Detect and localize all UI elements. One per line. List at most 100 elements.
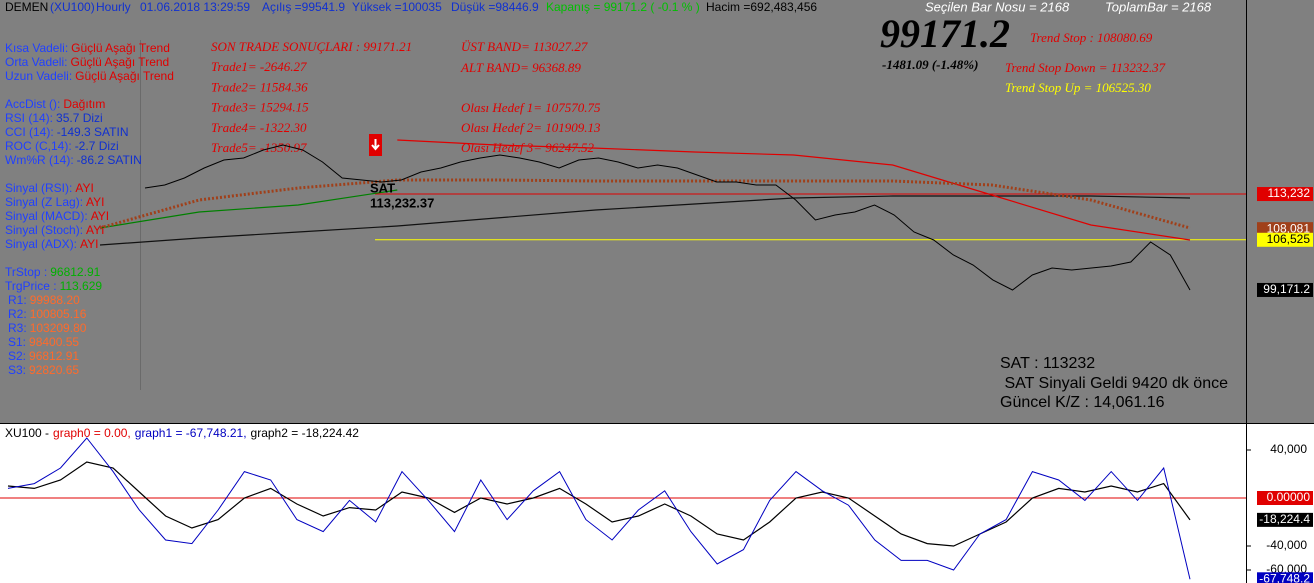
row-label: RSI (14):	[5, 111, 53, 125]
last-price: 99171.2	[880, 11, 1010, 56]
panel-row: S1: 98400.55	[8, 335, 79, 349]
panel-row: CCI (14): -149.3 SATIN	[5, 125, 129, 139]
trade-info: SON TRADE SONUÇLARI : 99171.21 Trade1= -2…	[211, 39, 601, 155]
header-item: Hacim =692,483,456	[706, 0, 817, 14]
row-value: 96812.91	[29, 349, 79, 363]
value-box	[1257, 490, 1313, 505]
oscillator-plot: XU100 - graph0 = 0.00, graph1 = -67,748.21…	[0, 426, 1313, 583]
black-ma	[99, 195, 1191, 246]
row-label: S1:	[8, 335, 26, 349]
row-value: 92820.65	[29, 363, 79, 377]
header-item: (XU100)	[50, 0, 95, 14]
panel-row: RSI (14): 35.7 Dizi	[5, 111, 103, 125]
summary-signal: SAT : 113232	[1000, 355, 1095, 372]
trade-result: SON TRADE SONUÇLARI : 99171.21	[211, 39, 412, 54]
row-label: Wm%R (14):	[5, 153, 74, 167]
trend-stop: Trend Stop : 108080.69	[1030, 30, 1153, 45]
band-target: Olası Hedef 3= 96247.52	[461, 140, 594, 155]
sell-arrow	[371, 139, 380, 151]
panel-row: R2: 100805.16	[8, 307, 87, 321]
trade-result: Trade3= 15294.15	[211, 100, 309, 115]
oscillator-panel	[0, 424, 1314, 583]
row-label: TrgPrice :	[5, 279, 57, 293]
price-label-box	[1257, 282, 1313, 297]
row-value: AYI	[91, 209, 109, 223]
row-value: 100805.16	[30, 307, 87, 321]
panel-row: Uzun Vadeli: Güçlü Aşağı Trend	[5, 69, 174, 83]
row-label: Sinyal (RSI):	[5, 181, 72, 195]
panel-row: Orta Vadeli: Güçlü Aşağı Trend	[5, 55, 169, 69]
band-target: ÜST BAND= 113027.27	[461, 39, 588, 54]
row-value: AYI	[86, 223, 104, 237]
value-box-label: -67,748.2	[1259, 571, 1310, 583]
panel-row: ROC (C,14): -2.7 Dizi	[5, 139, 119, 153]
header-item: Düşük =98446.9	[451, 0, 539, 14]
header-row: DEMEN (XU100) Hourly 01.06.2018 13:29:59 Açı…	[5, 0, 817, 14]
row-label: Sinyal (ADX):	[5, 237, 77, 251]
header-item: DEMEN	[5, 0, 48, 14]
signal-price: 113,232.37	[370, 195, 434, 210]
summary-pl: Güncel K/Z : 14,061.16	[1000, 394, 1165, 411]
row-label: S2:	[8, 349, 26, 363]
price-label-box	[1257, 232, 1313, 247]
value-box	[1257, 512, 1313, 527]
graph1-line	[7, 437, 1191, 580]
price-label: 106,525	[1267, 232, 1311, 246]
row-value: Güçlü Aşağı Trend	[75, 69, 174, 83]
trend-stop-up: Trend Stop Up = 106525.30	[1005, 80, 1151, 95]
price-label-box	[1257, 222, 1313, 237]
price-label-box	[1257, 187, 1313, 202]
summary-time: SAT Sinyali Geldi 9420 dk önce	[1000, 375, 1228, 392]
panel-row: R3: 103209.80	[8, 321, 87, 335]
graph2-line	[7, 461, 1191, 547]
oscillator-title: XU100 - graph0 = 0.00, graph1 = -67,748.21…	[5, 426, 359, 440]
row-value: AYI	[86, 195, 104, 209]
band-target: Olası Hedef 1= 107570.75	[461, 100, 601, 115]
panel-row: S3: 92820.65	[8, 363, 79, 377]
signal-label: SAT	[370, 180, 395, 195]
row-value: AYI	[80, 237, 98, 251]
row-value: -2.7 Dizi	[75, 139, 119, 153]
trend-stop-down: Trend Stop Down = 113232.37	[1005, 60, 1166, 75]
trade-result: Trade2= 11584.36	[211, 79, 308, 94]
row-label: TrStop :	[5, 265, 47, 279]
row-label: R3:	[8, 321, 27, 335]
panel-row: S2: 96812.91	[8, 349, 79, 363]
price-label: 108,081	[1267, 221, 1311, 235]
trade-result: Trade1= -2646.27	[211, 59, 307, 74]
header-item: Yüksek =100035	[352, 0, 442, 14]
panel-row: Wm%R (14): -86.2 SATIN	[5, 153, 142, 167]
panel-row: TrStop :96812.91	[5, 265, 101, 279]
row-value: 103209.80	[30, 321, 87, 335]
price-label: 99,171.2	[1263, 282, 1310, 296]
row-value: Dağıtım	[63, 97, 105, 111]
panel-row: Sinyal (RSI): AYI	[5, 181, 94, 195]
y-tick-label: 40,000	[1270, 442, 1307, 456]
row-label: ROC (C,14):	[5, 139, 72, 153]
price-panel	[0, 0, 1314, 423]
value-box	[1257, 572, 1313, 583]
price-label: 113,232	[1268, 186, 1311, 200]
row-value: AYI	[75, 181, 93, 195]
panel-row: Sinyal (Z Lag): AYI	[5, 195, 104, 209]
row-label: Sinyal (Z Lag):	[5, 195, 83, 209]
row-value: -149.3 SATIN	[57, 125, 129, 139]
header-item: Kapanış = 99171.2 ( -0.1 % )	[546, 0, 700, 14]
band-target: Olası Hedef 2= 101909.13	[461, 120, 601, 135]
band-target: ALT BAND= 96368.89	[460, 60, 581, 75]
header-item: 01.06.2018 13:29:59	[140, 0, 250, 14]
row-value: 99988.20	[30, 293, 80, 307]
panel-row: TrgPrice :113.629	[5, 279, 102, 293]
panel-row: Sinyal (MACD): AYI	[5, 209, 109, 223]
oscillator-title-part: XU100 -	[5, 426, 49, 440]
row-label: Uzun Vadeli:	[5, 69, 72, 83]
brown-ma	[99, 178, 1191, 230]
total-bars: ToplamBar = 2168	[1105, 0, 1212, 14]
panel-row: R1: 99988.20	[8, 293, 80, 307]
header-item: Açılış =99541.9	[262, 0, 345, 14]
value-box-label: -18,224.4	[1259, 512, 1310, 526]
row-value: -86.2 SATIN	[77, 153, 142, 167]
panel-row: Sinyal (Stoch): AYI	[5, 223, 104, 237]
y-tick-label: -40,000	[1266, 538, 1307, 552]
